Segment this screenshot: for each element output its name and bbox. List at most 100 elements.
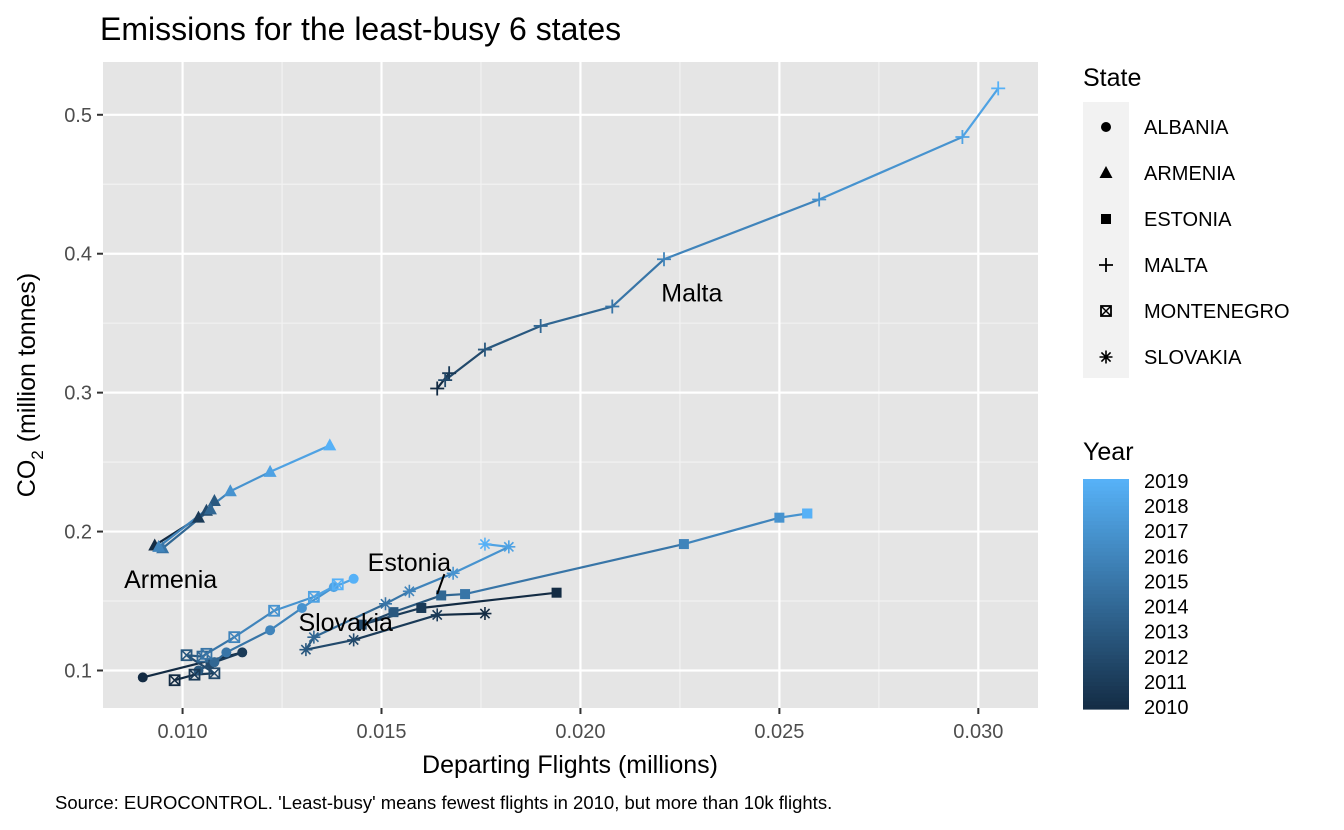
series-segment-armenia bbox=[161, 508, 212, 550]
state-legend-label: MONTENEGRO bbox=[1144, 301, 1290, 323]
year-colorbar-step bbox=[1083, 640, 1129, 645]
year-colorbar-step bbox=[1083, 620, 1129, 626]
year-colorbar-step bbox=[1083, 701, 1129, 706]
y-axis-title-prefix: CO bbox=[13, 460, 41, 498]
year-colorbar-step bbox=[1083, 517, 1129, 522]
year-colorbar-step bbox=[1083, 590, 1129, 595]
point-estonia bbox=[678, 539, 689, 550]
series-segment-slovakia bbox=[352, 613, 439, 642]
point-montenegro bbox=[188, 668, 201, 681]
series-segment-slovakia bbox=[304, 638, 355, 651]
series-segment-montenegro bbox=[233, 609, 276, 639]
point-estonia bbox=[774, 512, 785, 523]
point-slovakia bbox=[402, 584, 416, 598]
year-colorbar-step bbox=[1083, 686, 1129, 691]
series-segment-montenegro bbox=[272, 595, 315, 612]
point-estonia bbox=[802, 508, 813, 519]
point-montenegro bbox=[268, 604, 280, 617]
year-colorbar-step bbox=[1083, 659, 1129, 664]
year-colorbar-step bbox=[1083, 651, 1129, 656]
year-legend-label: 2015 bbox=[1144, 571, 1189, 593]
year-legend-label: 2010 bbox=[1144, 697, 1189, 719]
point-malta bbox=[955, 130, 970, 145]
point-armenia bbox=[203, 502, 217, 515]
year-colorbar-step bbox=[1083, 597, 1129, 603]
year-colorbar-step bbox=[1083, 513, 1129, 518]
point-slovakia bbox=[299, 643, 313, 657]
point-slovakia bbox=[430, 608, 444, 622]
plot-panel bbox=[103, 62, 1038, 708]
year-colorbar-step bbox=[1083, 494, 1129, 499]
year-colorbar-step bbox=[1083, 670, 1129, 676]
y-axis-title-suffix: (million tonnes) bbox=[13, 273, 41, 443]
year-colorbar-step bbox=[1083, 498, 1129, 503]
series-segment-slovakia bbox=[408, 572, 455, 593]
point-armenia bbox=[323, 438, 337, 451]
year-colorbar-step bbox=[1083, 693, 1129, 699]
point-slovakia bbox=[307, 630, 321, 644]
year-legend-title: Year bbox=[1083, 438, 1134, 466]
point-armenia bbox=[223, 484, 237, 497]
state-legend: State ALBANIA ARMENIA ESTONIA MALTA MONTENEG… bbox=[1083, 64, 1290, 378]
x-tick-label: 0.010 bbox=[158, 721, 208, 743]
x-tick-label: 0.030 bbox=[953, 721, 1003, 743]
annotation-label: Armenia bbox=[124, 566, 217, 594]
point-estonia bbox=[436, 590, 447, 601]
series-segment-estonia bbox=[420, 591, 558, 610]
year-colorbar-step bbox=[1083, 551, 1129, 557]
data-points bbox=[137, 81, 1006, 687]
series-segment-malta bbox=[662, 198, 821, 261]
y-tick-label: 0.5 bbox=[64, 105, 92, 127]
point-slovakia bbox=[347, 633, 361, 647]
series-segment-albania bbox=[269, 606, 304, 632]
point-albania bbox=[265, 625, 276, 636]
year-colorbar-step bbox=[1083, 578, 1129, 584]
annotation-label: Malta bbox=[661, 280, 722, 308]
year-colorbar-step bbox=[1083, 689, 1129, 695]
point-armenia bbox=[152, 539, 166, 552]
state-legend-key bbox=[1100, 305, 1112, 317]
x-tick-label: 0.015 bbox=[356, 721, 406, 743]
year-colorbar-step bbox=[1083, 666, 1129, 672]
year-colorbar-step bbox=[1083, 548, 1129, 553]
point-armenia bbox=[263, 464, 277, 477]
year-colorbar-step bbox=[1083, 663, 1129, 668]
year-colorbar-step bbox=[1083, 678, 1129, 683]
point-slovakia bbox=[478, 607, 492, 621]
year-legend-label: 2019 bbox=[1144, 471, 1189, 493]
y-tick-label: 0.3 bbox=[64, 383, 92, 405]
point-albania bbox=[237, 647, 248, 658]
state-legend-key bbox=[1099, 258, 1113, 272]
point-estonia bbox=[551, 587, 562, 598]
point-albania bbox=[348, 573, 359, 584]
year-colorbar-step bbox=[1083, 540, 1129, 545]
state-legend-key bbox=[1099, 166, 1113, 178]
series-segment-slovakia bbox=[452, 545, 510, 575]
series-segment-malta bbox=[483, 324, 542, 351]
state-legend-key-background bbox=[1083, 102, 1129, 378]
year-colorbar-step bbox=[1083, 655, 1129, 660]
caption: Source: EUROCONTROL. 'Least-busy' means … bbox=[55, 792, 832, 813]
year-legend: Year 2019 2018 2017 2016 2015 2014 2013 2012 201… bbox=[1083, 438, 1189, 719]
year-colorbar-step bbox=[1083, 521, 1129, 526]
point-montenegro bbox=[331, 578, 344, 591]
series-segment-montenegro bbox=[185, 654, 204, 658]
year-colorbar-step bbox=[1083, 525, 1129, 530]
year-legend-label: 2014 bbox=[1144, 597, 1189, 619]
year-colorbar-step bbox=[1083, 624, 1129, 630]
year-colorbar-step bbox=[1083, 563, 1129, 568]
chart-title: Emissions for the least-busy 6 states bbox=[100, 11, 621, 47]
point-montenegro bbox=[168, 674, 181, 687]
annotation-label: Slovakia bbox=[298, 609, 393, 637]
annotation-arrow bbox=[436, 573, 446, 595]
year-colorbar-step bbox=[1083, 555, 1129, 561]
y-tick-label: 0.2 bbox=[64, 522, 92, 544]
year-legend-label: 2016 bbox=[1144, 546, 1189, 568]
point-albania bbox=[137, 672, 148, 683]
year-colorbar-step bbox=[1083, 594, 1129, 599]
point-slovakia bbox=[378, 597, 392, 611]
point-estonia bbox=[460, 589, 471, 600]
year-colorbar-step bbox=[1083, 632, 1129, 637]
series-segment-montenegro bbox=[173, 673, 196, 682]
